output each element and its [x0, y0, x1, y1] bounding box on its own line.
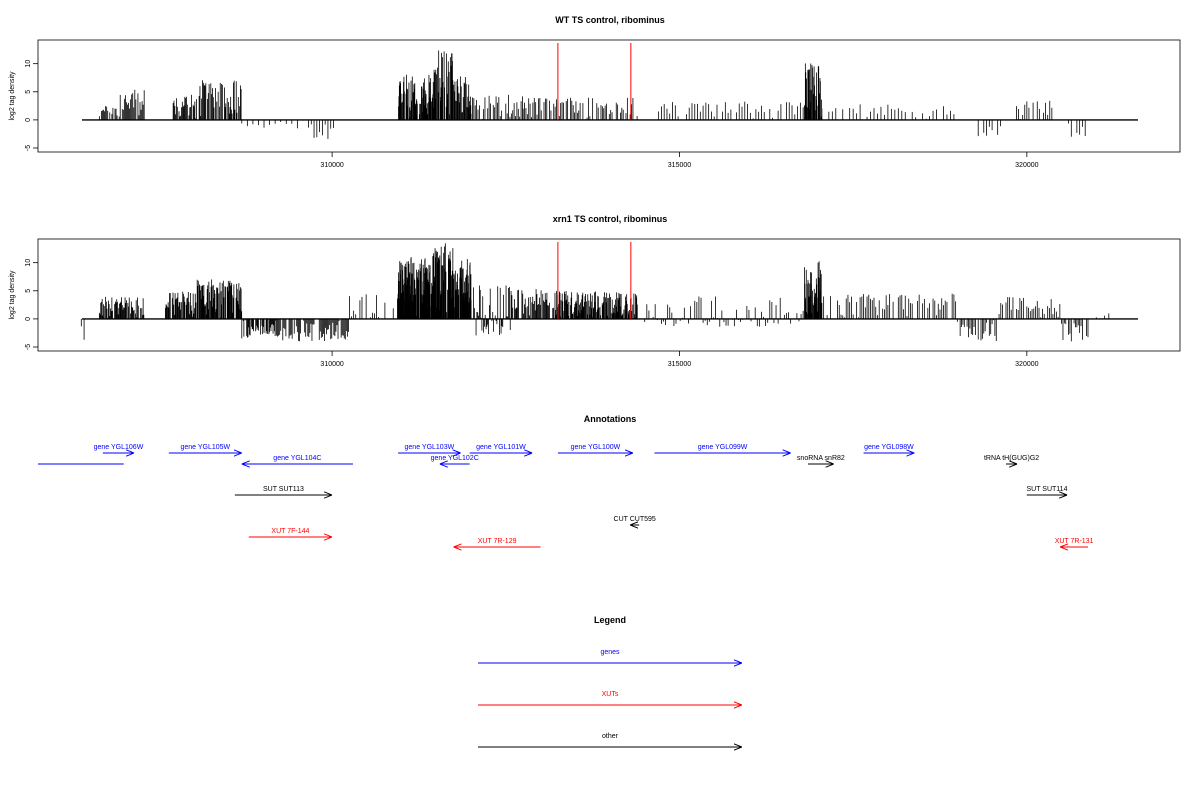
feature-label: tRNA tH(GUG)G2 [984, 455, 1039, 462]
xrn1-density-track: xrn1 TS control, ribominus log2 tag dens… [9, 214, 1181, 368]
feature-label: SUT SUT113 [263, 486, 304, 493]
panel-title: xrn1 TS control, ribominus [553, 214, 668, 224]
y-tick-label: 5 [25, 289, 32, 293]
legend-label-other: other [602, 733, 619, 740]
feature-label: CUT CUT595 [614, 516, 656, 523]
legend-label-genes: genes [600, 649, 620, 656]
axes: -5 0 5 10 310000 315000 320000 [25, 242, 1138, 368]
feature-label: gene YGL100W [571, 444, 621, 451]
y-axis-label: log2 tag density [9, 270, 16, 320]
y-tick-label: 10 [25, 259, 32, 267]
annotations-panel: Annotations gene YGL106W gene YGL105Wgene… [38, 414, 1094, 547]
axes: -5 0 5 10 310000 315000 320000 [25, 43, 1138, 169]
feature-label: gene YGL106W [94, 444, 144, 451]
y-tick-label: 10 [25, 60, 32, 68]
legend: Legend genes XUTs other [478, 615, 742, 747]
feature-label: gene YGL098W [864, 444, 914, 451]
plot-frame [37, 238, 1181, 352]
density-bars [80, 243, 1110, 342]
feature-label: XUT 7R-129 [478, 538, 517, 545]
y-axis-label: log2 tag density [9, 71, 16, 121]
legend-items: genes XUTs other [478, 649, 742, 747]
x-tick-label: 310000 [320, 361, 343, 368]
feature-label: gene YGL104C [273, 455, 321, 462]
feature-label: snoRNA snR82 [797, 455, 845, 462]
x-tick-label: 310000 [320, 162, 343, 169]
y-tick-label: 0 [25, 317, 32, 321]
legend-label-xuts: XUTs [602, 691, 619, 698]
feature-label: gene YGL099W [698, 444, 748, 451]
panel-title: WT TS control, ribominus [555, 15, 665, 25]
y-tick-label: -5 [25, 145, 32, 151]
feature-label: gene YGL105W [180, 444, 230, 451]
annotations-title: Annotations [584, 414, 637, 424]
x-tick-label: 320000 [1015, 162, 1038, 169]
wt-density-track: WT TS control, ribominus log2 tag densit… [9, 15, 1181, 169]
legend-title: Legend [594, 615, 626, 625]
x-tick-label: 315000 [668, 361, 691, 368]
feature-label: XUT 7F-144 [271, 528, 309, 535]
plot-frame [37, 39, 1181, 153]
y-tick-label: 5 [25, 90, 32, 94]
y-tick-label: -5 [25, 344, 32, 350]
x-tick-label: 315000 [668, 162, 691, 169]
feature-label: gene YGL101W [476, 444, 526, 451]
y-tick-label: 0 [25, 118, 32, 122]
feature-label: XUT 7R-131 [1055, 538, 1094, 545]
density-bars [98, 50, 1086, 139]
feature-label: gene YGL103W [405, 444, 455, 451]
feature-arrows: gene YGL106W gene YGL105W gene YGL104C SUT … [38, 444, 1094, 547]
feature-label: gene YGL102C [431, 455, 479, 462]
x-tick-label: 320000 [1015, 361, 1038, 368]
feature-label: SUT SUT114 [1026, 486, 1067, 493]
